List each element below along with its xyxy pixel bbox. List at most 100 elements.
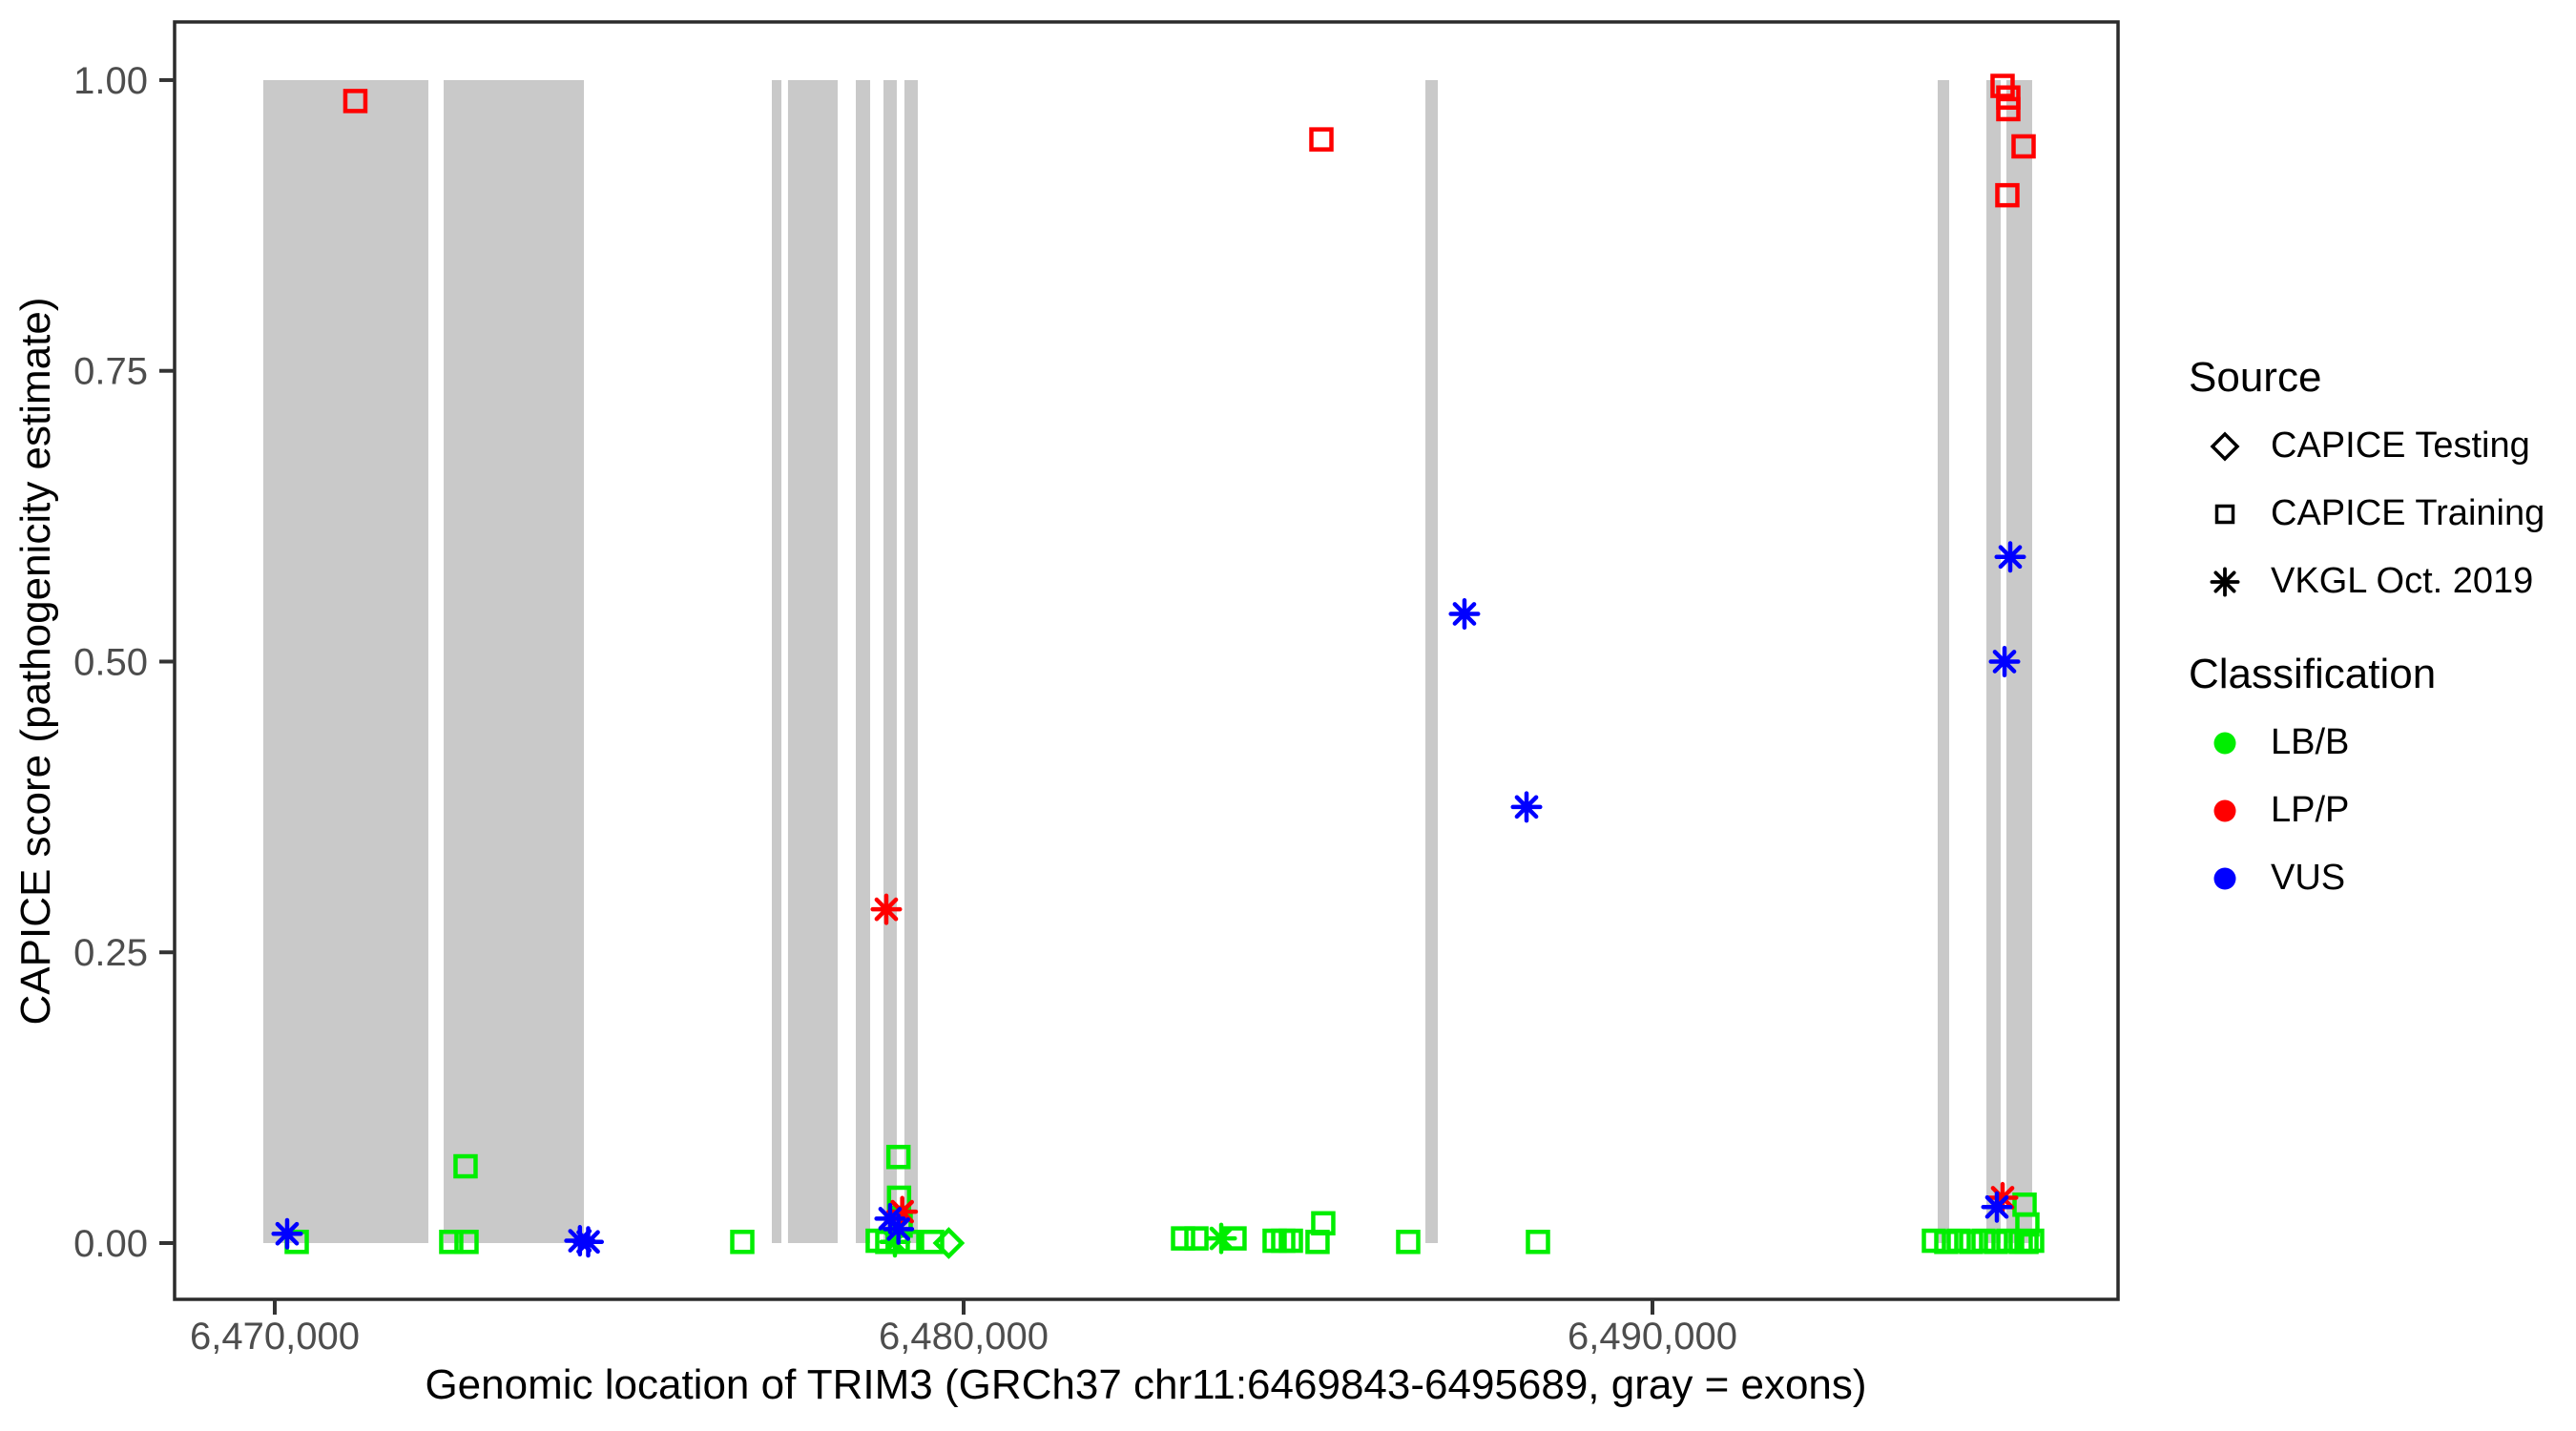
exon-bar [904, 79, 918, 1243]
exon-bar [444, 79, 585, 1243]
legend: Source CAPICE Testing CAPICE Training VKGL… [2189, 355, 2570, 912]
marker-square [730, 1230, 755, 1255]
data-point [1309, 127, 1334, 152]
asterisk-icon [2210, 567, 2240, 596]
marker-diamond [932, 1227, 966, 1259]
legend-item: LB/B [2189, 709, 2570, 777]
y-tick-label: 0.50 [73, 641, 148, 683]
data-point [1396, 1230, 1421, 1255]
marker-asterisk [1994, 541, 2026, 573]
marker-asterisk [886, 1195, 919, 1228]
marker-asterisk [571, 1226, 605, 1258]
marker-dot [2213, 867, 2236, 889]
data-point [1311, 1211, 1336, 1236]
y-tick-label: 0.75 [73, 351, 148, 393]
exon-bar [1425, 79, 1439, 1243]
marker-asterisk [1988, 645, 2021, 678]
marker-asterisk [883, 1213, 915, 1245]
marker-square [1996, 96, 2021, 122]
marker-square [1278, 1228, 1303, 1254]
data-point [343, 89, 368, 114]
data-point [920, 1230, 945, 1255]
data-point [1995, 182, 2020, 208]
data-point [1934, 1230, 1959, 1255]
square-icon [2214, 504, 2235, 524]
legend-item: VUS [2189, 844, 2570, 912]
marker-square [2011, 134, 2036, 159]
exon-bar [787, 79, 839, 1243]
marker-square [1984, 1230, 2008, 1255]
marker-square [454, 1230, 479, 1255]
data-point [1184, 1226, 1209, 1251]
data-point [2011, 134, 2036, 159]
marker-square [885, 1145, 911, 1170]
data-point [1526, 1230, 1550, 1255]
marker-square [2014, 1230, 2039, 1255]
data-point [1994, 541, 2026, 573]
marker-square [1922, 1228, 1946, 1254]
exon-bar [771, 79, 782, 1243]
data-point [1959, 1230, 1984, 1255]
legend-item: LP/P [2189, 777, 2570, 844]
marker-square [453, 1153, 478, 1179]
legend-item-label: CAPICE Testing [2271, 425, 2530, 466]
marker-asterisk [870, 893, 903, 925]
x-axis-title: Genomic location of TRIM3 (GRCh37 chr11:… [425, 1361, 1867, 1408]
marker-square [343, 89, 368, 114]
marker-asterisk [1448, 597, 1481, 631]
data-point [1986, 1181, 2019, 1213]
x-tick-label: 6,490,000 [1568, 1316, 1737, 1358]
exon-bar [855, 79, 871, 1243]
marker-square [920, 1230, 945, 1255]
marker-dot [2213, 799, 2236, 821]
marker-dot [2213, 732, 2236, 754]
marker-square [1526, 1230, 1550, 1255]
marker-square [1959, 1230, 1984, 1255]
data-point [883, 1213, 915, 1245]
legend-source-items: CAPICE Testing CAPICE Training VKGL Oct. 2… [2189, 412, 2570, 615]
dot-icon [2213, 732, 2236, 754]
y-tick-label: 1.00 [73, 60, 148, 102]
data-point [1205, 1222, 1237, 1255]
marker-square [2214, 504, 2235, 524]
data-point [1278, 1228, 1303, 1254]
marker-asterisk [2210, 567, 2240, 596]
marker-square [1946, 1228, 1971, 1254]
legend-item-label: VUS [2271, 858, 2346, 898]
marker-square [1184, 1226, 1209, 1251]
legend-item-label: VKGL Oct. 2019 [2271, 561, 2534, 601]
data-point [885, 1145, 911, 1170]
data-point [1922, 1228, 1946, 1254]
legend-item: VKGL Oct. 2019 [2189, 548, 2570, 615]
x-tick-label: 6,480,000 [879, 1316, 1049, 1358]
legend-item-label: LP/P [2271, 790, 2350, 830]
data-points [271, 73, 2045, 1259]
data-point [879, 1226, 911, 1258]
exon-bar [262, 79, 428, 1243]
marker-asterisk [1981, 1191, 2013, 1223]
data-point [439, 1230, 464, 1255]
data-point [454, 1230, 479, 1255]
data-point [870, 893, 903, 925]
data-point [1171, 1226, 1195, 1251]
marker-asterisk [1986, 1181, 2019, 1213]
marker-square [1311, 1211, 1336, 1236]
marker-square [1309, 127, 1334, 152]
data-point [1988, 645, 2021, 678]
data-point [2015, 1212, 2040, 1237]
data-point [1510, 791, 1543, 823]
legend-classification-group: Classification LB/B LP/P VUS [2189, 652, 2570, 912]
data-point [932, 1227, 966, 1259]
data-point [571, 1226, 605, 1258]
exon-bar [1937, 79, 1949, 1243]
marker-square [1396, 1230, 1421, 1255]
y-axis-title: CAPICE score (pathogenicity estimate) [12, 297, 59, 1026]
legend-item-label: CAPICE Training [2271, 493, 2545, 533]
x-tick-label: 6,470,000 [190, 1316, 360, 1358]
data-point [1971, 1228, 1996, 1254]
data-point [453, 1153, 478, 1179]
legend-item: CAPICE Training [2189, 480, 2570, 548]
data-point [1996, 96, 2021, 122]
marker-asterisk [271, 1217, 303, 1250]
